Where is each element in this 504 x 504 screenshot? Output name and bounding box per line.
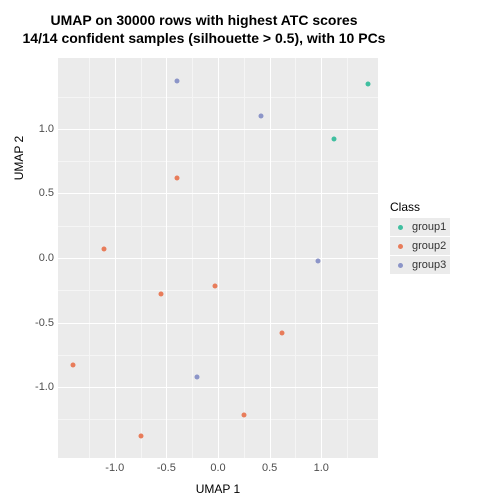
legend-swatch <box>392 257 408 273</box>
x-axis-label: UMAP 1 <box>58 482 378 496</box>
plot-panel <box>58 58 378 458</box>
scatter-point <box>174 176 179 181</box>
legend-swatch <box>392 238 408 254</box>
scatter-point <box>316 258 321 263</box>
legend-label: group1 <box>412 221 446 233</box>
legend-swatch <box>392 219 408 235</box>
legend-item: group3 <box>390 256 450 274</box>
y-tick-label: -1.0 <box>30 381 54 393</box>
legend-title: Class <box>390 200 450 214</box>
x-tick-label: 0.5 <box>262 462 277 474</box>
y-tick-label: 0.5 <box>30 187 54 199</box>
legend-items: group1 group2 group3 <box>390 218 450 274</box>
legend-dot-icon <box>398 225 403 230</box>
x-tick-label: 1.0 <box>314 462 329 474</box>
legend-dot-icon <box>398 263 403 268</box>
legend-label: group3 <box>412 259 446 271</box>
scatter-point <box>174 79 179 84</box>
legend-item: group2 <box>390 237 450 255</box>
x-tick-label: 0.0 <box>210 462 225 474</box>
chart-container: UMAP on 30000 rows with highest ATC scor… <box>0 0 504 504</box>
x-tick-label: -1.0 <box>105 462 124 474</box>
scatter-point <box>331 137 336 142</box>
y-tick-label: -0.5 <box>30 317 54 329</box>
scatter-point <box>71 363 76 368</box>
y-axis-label: UMAP 2 <box>12 108 26 208</box>
gridline-h <box>58 258 378 259</box>
scatter-point <box>280 330 285 335</box>
y-tick-label: 0.0 <box>30 252 54 264</box>
y-tick-label: 1.0 <box>30 123 54 135</box>
legend: Class group1 group2 group3 <box>390 200 450 275</box>
legend-item: group1 <box>390 218 450 236</box>
x-tick-label: -0.5 <box>157 462 176 474</box>
scatter-point <box>195 374 200 379</box>
chart-title-line1: UMAP on 30000 rows with highest ATC scor… <box>0 12 408 28</box>
legend-label: group2 <box>412 240 446 252</box>
legend-dot-icon <box>398 244 403 249</box>
scatter-point <box>159 292 164 297</box>
gridline-h <box>58 387 378 388</box>
scatter-point <box>365 81 370 86</box>
gridline-h <box>58 129 378 130</box>
scatter-point <box>102 246 107 251</box>
chart-title-line2: 14/14 confident samples (silhouette > 0.… <box>0 30 408 46</box>
scatter-point <box>259 114 264 119</box>
scatter-point <box>212 284 217 289</box>
scatter-point <box>241 413 246 418</box>
gridline-h <box>58 193 378 194</box>
scatter-point <box>138 434 143 439</box>
gridline-h <box>58 323 378 324</box>
